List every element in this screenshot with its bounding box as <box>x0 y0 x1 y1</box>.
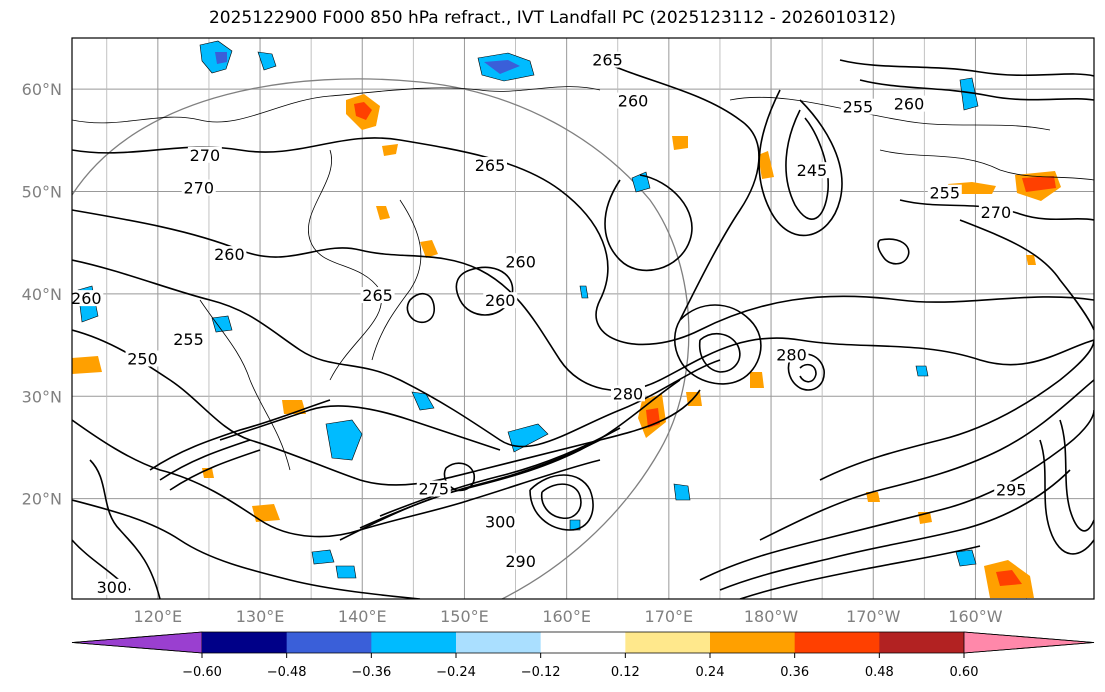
colorbar-tick-label-9: 0.60 <box>950 665 979 680</box>
contour-label-12: 270 <box>981 203 1012 222</box>
colorbar-bin-8 <box>879 632 965 653</box>
contour-label-18: 280 <box>613 384 644 403</box>
contour-label-bg <box>483 292 518 309</box>
contour-label-17: 280 <box>776 345 807 364</box>
contour-label-bg <box>774 346 809 363</box>
contour-label-bg <box>840 98 875 115</box>
contour-label-4: 255 <box>173 330 204 349</box>
contour-label-bg <box>416 480 451 497</box>
colorbar-tick-label-7: 0.36 <box>780 665 809 680</box>
colorbar: −0.60 −0.48 −0.36 −0.24 −0.12 0.12 0.24 0.36 0.4… <box>71 631 1095 680</box>
contour-label-23: 290 <box>505 552 536 571</box>
contour-label-15: 265 <box>362 286 393 305</box>
colorbar-tick-label-5: 0.12 <box>611 665 640 680</box>
lon-label-2: 140°E <box>338 607 387 626</box>
contour-label-19: 275 <box>419 480 450 499</box>
plot-frame <box>71 37 1095 600</box>
colorbar-tick-label-3: −0.24 <box>436 665 476 680</box>
contour-label-bg <box>590 51 625 68</box>
contour-label-3: 250 <box>127 350 158 369</box>
contour-label-6: 265 <box>592 51 623 70</box>
contour-label-bg <box>503 253 538 270</box>
colorbar-tick-label-1: −0.48 <box>267 665 307 680</box>
colorbar-tick-label-8: 0.48 <box>865 665 894 680</box>
lat-label-3: 30°N <box>22 387 62 406</box>
colorbar-bin-7 <box>794 632 880 653</box>
lon-label-5: 170°E <box>645 607 694 626</box>
contour-label-bg <box>978 204 1013 221</box>
lat-label-0: 60°N <box>22 80 62 99</box>
lon-label-7: 170°W <box>846 607 901 626</box>
lon-label-6: 180°W <box>744 607 799 626</box>
colorbar-bin-2 <box>371 632 457 653</box>
colorbar-bin-4 <box>540 632 626 653</box>
contour-label-2: 260 <box>214 245 245 264</box>
contour-label-bg <box>503 553 538 570</box>
map-plot-area: 270 270 260 250 255 265 265 260 255 260 245 255 270 2… <box>71 38 1094 599</box>
contour-label-22: 295 <box>996 481 1027 500</box>
contour-label-10: 245 <box>797 161 828 180</box>
contour-label-bg <box>360 287 395 304</box>
contour-label-21: 300 <box>97 578 128 597</box>
contour-label-bg <box>472 157 507 174</box>
contour-label-bg <box>483 513 518 530</box>
colorbar-over-extend <box>963 631 1095 654</box>
contour-label-14: 260 <box>485 291 516 310</box>
colorbar-bin-0 <box>202 632 288 653</box>
colorbar-under-extend <box>71 631 203 654</box>
contour-label-bg <box>125 350 160 367</box>
contour-label-bg <box>171 331 206 348</box>
colorbar-bin-6 <box>710 632 796 653</box>
contour-label-9: 260 <box>894 95 925 114</box>
contour-labels: 270 270 260 250 255 265 265 260 255 260 245 255 270 2… <box>71 51 1029 597</box>
contour-label-13: 260 <box>505 252 536 271</box>
contour-label-8: 255 <box>843 98 874 117</box>
lon-label-1: 130°E <box>236 607 285 626</box>
contour-label-bg <box>794 162 829 179</box>
colorbar-bin-1 <box>286 632 372 653</box>
lon-label-8: 160°W <box>948 607 1003 626</box>
colorbar-tick-label-4: −0.12 <box>521 665 561 680</box>
colorbar-bin-3 <box>456 632 542 653</box>
colorbar-tick-label-2: −0.36 <box>351 665 391 680</box>
lon-label-4: 160°E <box>542 607 591 626</box>
contour-label-bg <box>927 184 962 201</box>
contour-label-7: 260 <box>618 92 649 111</box>
contour-label-0: 270 <box>190 146 221 165</box>
contour-label-20: 300 <box>485 512 516 531</box>
lon-label-0: 120°E <box>134 607 183 626</box>
latitude-labels: 60°N 50°N 40°N 30°N 20°N <box>22 80 62 508</box>
lat-label-1: 50°N <box>22 183 62 202</box>
colorbar-tick-label-6: 0.24 <box>696 665 725 680</box>
contour-label-5: 265 <box>475 156 506 175</box>
contour-label-bg <box>610 385 645 402</box>
contour-label-1: 270 <box>183 179 214 198</box>
contour-label-bg <box>94 578 129 595</box>
longitude-labels: 120°E 130°E 140°E 150°E 160°E 170°E 180°W 170°W… <box>134 607 1003 626</box>
lat-label-2: 40°N <box>22 285 62 304</box>
lat-label-4: 20°N <box>22 490 62 509</box>
anomaly-shading <box>72 40 1061 598</box>
contour-label-bg <box>187 146 222 163</box>
contour-label-16: 260 <box>71 289 102 308</box>
contour-label-bg <box>181 179 216 196</box>
lat-lon-grid <box>72 38 1094 599</box>
map-title: 2025122900 F000 850 hPa refract., IVT La… <box>208 8 896 28</box>
lon-label-3: 150°E <box>440 607 489 626</box>
colorbar-tick-label-0: −0.60 <box>182 665 222 680</box>
contour-label-11: 255 <box>930 184 961 203</box>
colorbar-bin-5 <box>625 632 711 653</box>
contour-label-bg <box>212 246 247 263</box>
refractivity-contours <box>72 59 1094 599</box>
contour-label-bg <box>994 481 1029 498</box>
contour-label-bg <box>616 92 651 109</box>
contour-label-bg <box>892 95 927 112</box>
contour-label-bg <box>72 290 104 307</box>
coastlines <box>72 86 1094 471</box>
